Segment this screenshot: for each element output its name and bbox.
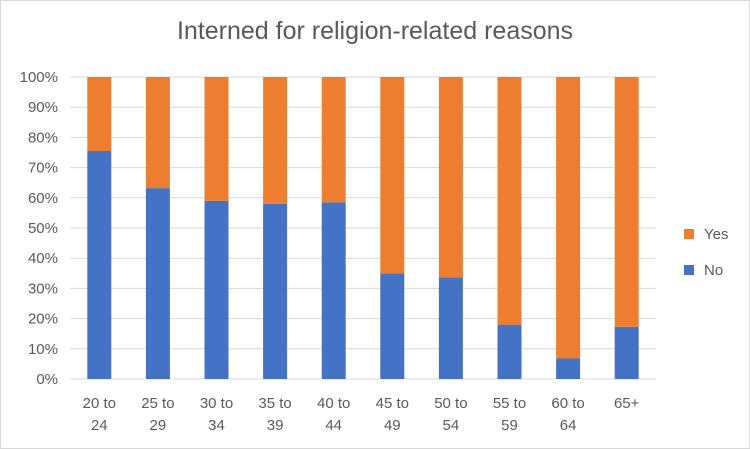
bar-yes [556, 77, 581, 359]
legend-label-no: No [704, 262, 723, 279]
y-tick-label: 60% [28, 190, 58, 207]
x-tick-label: 45 to [376, 395, 409, 412]
bar-yes [321, 77, 346, 203]
bar-no [497, 324, 522, 379]
bar-yes [87, 77, 112, 151]
x-tick-label: 55 to [493, 395, 526, 412]
x-tick-label: 54 [443, 417, 460, 434]
legend-swatch-no [684, 265, 694, 275]
y-tick-label: 70% [28, 160, 58, 177]
x-tick-label: 35 to [258, 395, 291, 412]
y-tick-label: 100% [20, 69, 58, 86]
y-tick-label: 40% [28, 250, 58, 267]
bar-no [321, 202, 346, 379]
x-tick-label: 34 [208, 417, 225, 434]
legend-swatch-yes [684, 229, 694, 239]
x-tick-label: 40 to [317, 395, 350, 412]
bar-no [263, 203, 288, 379]
x-tick-label: 49 [384, 417, 401, 434]
x-tick-label: 25 to [141, 395, 174, 412]
x-tick-label: 20 to [83, 395, 116, 412]
bar-yes [263, 77, 288, 204]
bar-no [614, 326, 639, 379]
bar-yes [380, 77, 405, 274]
y-tick-label: 30% [28, 280, 58, 297]
y-tick-label: 10% [28, 341, 58, 358]
x-tick-label: 24 [91, 417, 108, 434]
y-tick-label: 50% [28, 220, 58, 237]
x-tick-label: 30 to [200, 395, 233, 412]
bar-no [145, 188, 170, 379]
bar-no [380, 273, 405, 379]
bar-yes [438, 77, 463, 278]
legend-label-yes: Yes [704, 226, 728, 243]
x-tick-label: 44 [325, 417, 342, 434]
bar-no [438, 277, 463, 379]
x-tick-label: 59 [501, 417, 518, 434]
bar-yes [497, 77, 522, 325]
x-tick-label: 39 [267, 417, 284, 434]
bar-no [556, 358, 581, 379]
y-tick-label: 20% [28, 311, 58, 328]
y-tick-label: 0% [36, 371, 58, 388]
x-tick-label: 29 [150, 417, 167, 434]
y-tick-label: 80% [28, 129, 58, 146]
x-tick-label: 50 to [434, 395, 467, 412]
bar-yes [204, 77, 229, 201]
bar-no [87, 150, 112, 379]
y-tick-label: 90% [28, 99, 58, 116]
x-tick-label: 65+ [614, 395, 640, 412]
bar-no [204, 200, 229, 379]
x-tick-label: 60 to [551, 395, 584, 412]
x-tick-label: 64 [560, 417, 577, 434]
bar-yes [145, 77, 170, 189]
bar-yes [614, 77, 639, 327]
chart-title: Interned for religion-related reasons [176, 17, 574, 45]
